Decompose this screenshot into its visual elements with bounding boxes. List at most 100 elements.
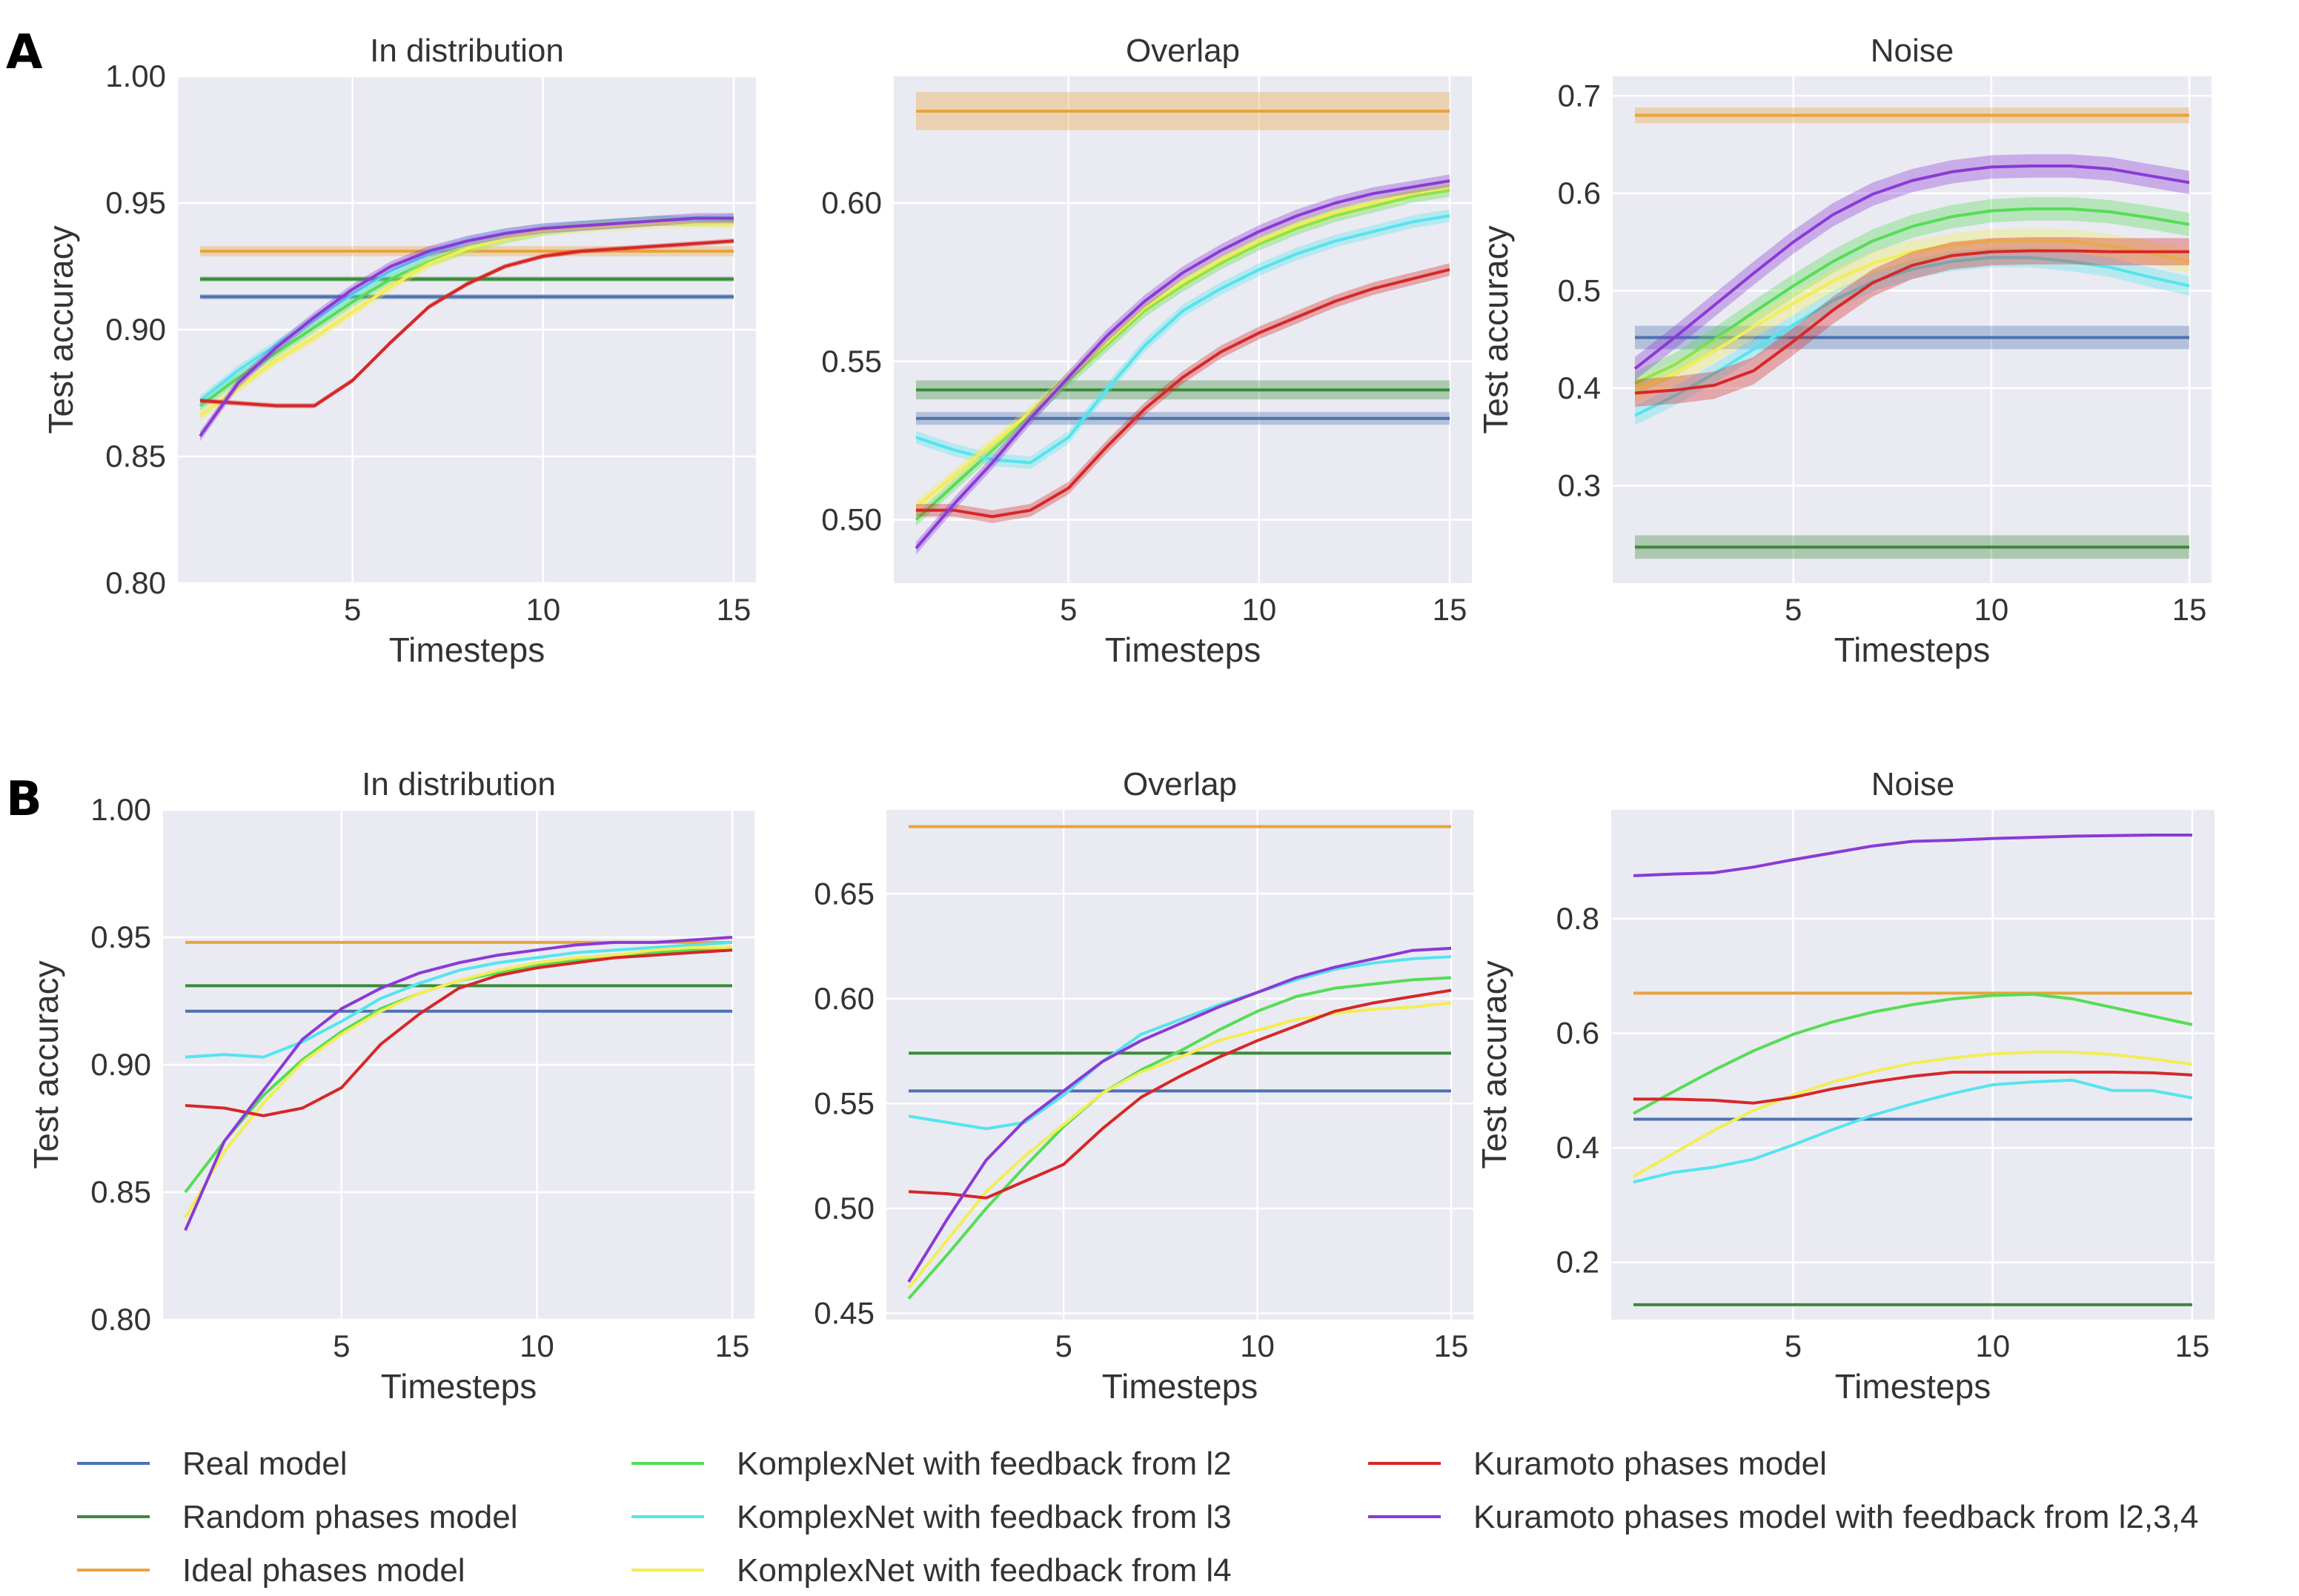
chart-title: Noise [1871,766,1955,802]
y-tick-label: 1.00 [105,59,166,93]
series-band-l4 [1635,228,2189,402]
y-tick-label: 0.90 [90,1047,151,1082]
legend-label: Real model [182,1446,348,1482]
x-tick-label: 10 [1975,1329,2010,1363]
series-line-kuramoto_fb [184,936,733,1231]
series-band-kuramoto_fb [200,213,734,442]
series-line-l3 [1634,256,2190,417]
series-real [1635,325,2189,350]
series-band-kuramoto_fb [1635,154,2189,381]
legend-entry-random: Random phases model [77,1499,517,1535]
panel-label-b: B [6,772,42,827]
x-tick-label: 10 [1974,592,2008,627]
plot-background [886,810,1473,1320]
chart-A-noise: 5 10 15 0.3 0.4 0.5 0.6 0.7 Noise Timesteps Test a… [1476,33,2212,669]
series-line-kuramoto_fb [915,179,1450,550]
series-line-kuramoto_fb [907,946,1452,1283]
y-axis-label: Test accuracy [1476,225,1515,433]
series-l2 [915,184,1450,527]
chart-title: Overlap [1123,766,1237,802]
series-l2 [907,976,1452,1300]
chart-title: Overlap [1126,33,1240,69]
y-tick-label: 0.80 [90,1302,151,1337]
series-line-kuramoto [199,239,734,408]
series-line-l4 [915,185,1450,508]
y-tick-label: 0.90 [105,312,166,347]
chart-A-in-distribution: 5 10 15 0.80 0.85 0.90 0.95 1.00 In distribution… [42,33,756,669]
x-tick-label: 10 [520,1329,554,1363]
y-tick-label: 0.95 [105,185,166,220]
plot-background [1613,76,2212,583]
series-band-l3 [1635,247,2189,425]
x-tick-label: 5 [333,1329,350,1363]
plot-background [1611,810,2215,1320]
y-tick-label: 0.2 [1556,1245,1599,1280]
series-l4 [199,218,734,422]
x-tick-label: 10 [1241,592,1276,627]
series-l3 [915,209,1450,470]
x-axis-label: Timesteps [1835,1367,1991,1406]
series-band-l2 [1635,197,2189,396]
y-tick-label: 0.50 [821,502,882,537]
y-tick-label: 0.55 [814,1085,875,1120]
series-l3 [1634,247,2190,425]
chart-title: Noise [1871,33,1954,69]
series-line-kuramoto [908,988,1452,1200]
y-tick-label: 1.00 [90,792,151,827]
x-tick-label: 5 [1785,592,1802,627]
legend-label: KomplexNet with feedback from l3 [737,1499,1232,1535]
series-line-l4 [907,1001,1452,1289]
y-tick-label: 0.3 [1558,468,1601,502]
legend-entry-ideal: Ideal phases model [77,1552,465,1589]
series-ideal [1635,107,2189,124]
series-l3 [1633,1078,2193,1184]
series-kuramoto_fb [907,946,1452,1283]
series-line-kuramoto [916,267,1450,519]
series-l4 [1633,1050,2193,1178]
series-kuramoto_fb [915,174,1450,555]
series-line-l3 [915,214,1450,465]
x-axis-label: Timesteps [1105,631,1261,669]
legend-entry-l3: KomplexNet with feedback from l3 [631,1499,1232,1535]
chart-B-in-distribution: 5 10 15 0.80 0.85 0.90 0.95 1.00 In distribution… [27,766,754,1406]
y-tick-label: 0.7 [1558,78,1601,113]
x-tick-label: 15 [1434,1329,1469,1363]
legend-entry-kuramoto_fb: Kuramoto phases model with feedback from… [1368,1499,2198,1535]
chart-title: In distribution [370,33,564,69]
series-l2 [1633,992,2193,1115]
y-tick-label: 0.60 [814,981,875,1016]
chart-A-overlap: 5 10 15 0.50 0.55 0.60 Overlap Timesteps [821,33,1472,669]
y-tick-label: 0.80 [105,565,166,600]
legend-entry-l4: KomplexNet with feedback from l4 [631,1552,1232,1589]
charts-area: 5 10 15 0.80 0.85 0.90 0.95 1.00 In distribution… [27,33,2215,1406]
series-line-l2 [1634,207,2190,385]
y-tick-label: 0.85 [105,439,166,473]
series-band-kuramoto [1635,237,2189,407]
series-kuramoto [1634,237,2189,407]
series-line-l4 [199,222,734,417]
series-line-l4 [1633,1050,2193,1178]
series-random [1635,535,2189,559]
y-axis-label: Test accuracy [27,960,65,1168]
series-line-kuramoto_fb [1633,834,2192,877]
series-kuramoto [1633,1071,2193,1105]
series-kuramoto [199,238,734,409]
series-kuramoto_fb [1633,154,2190,381]
y-tick-label: 0.6 [1556,1015,1599,1050]
chart-B-overlap: 5 10 15 0.45 0.50 0.55 0.60 0.65 Overlap Timestep… [814,766,1473,1406]
legend-label: Kuramoto phases model with feedback from… [1473,1499,2198,1535]
legend-entry-real: Real model [77,1446,348,1482]
series-l4 [1634,228,2190,402]
series-ideal [916,92,1450,130]
series-line-l2 [907,976,1452,1300]
legend: Real model Random phases model Ideal phase… [77,1446,2198,1589]
series-l2 [1634,197,2190,396]
series-kuramoto [185,948,733,1117]
series-line-l3 [1633,1078,2193,1184]
legend-label: KomplexNet with feedback from l2 [737,1446,1232,1482]
series-l3 [908,955,1452,1131]
series-l4 [184,945,732,1219]
y-tick-label: 0.85 [90,1174,151,1209]
series-kuramoto [916,263,1450,523]
